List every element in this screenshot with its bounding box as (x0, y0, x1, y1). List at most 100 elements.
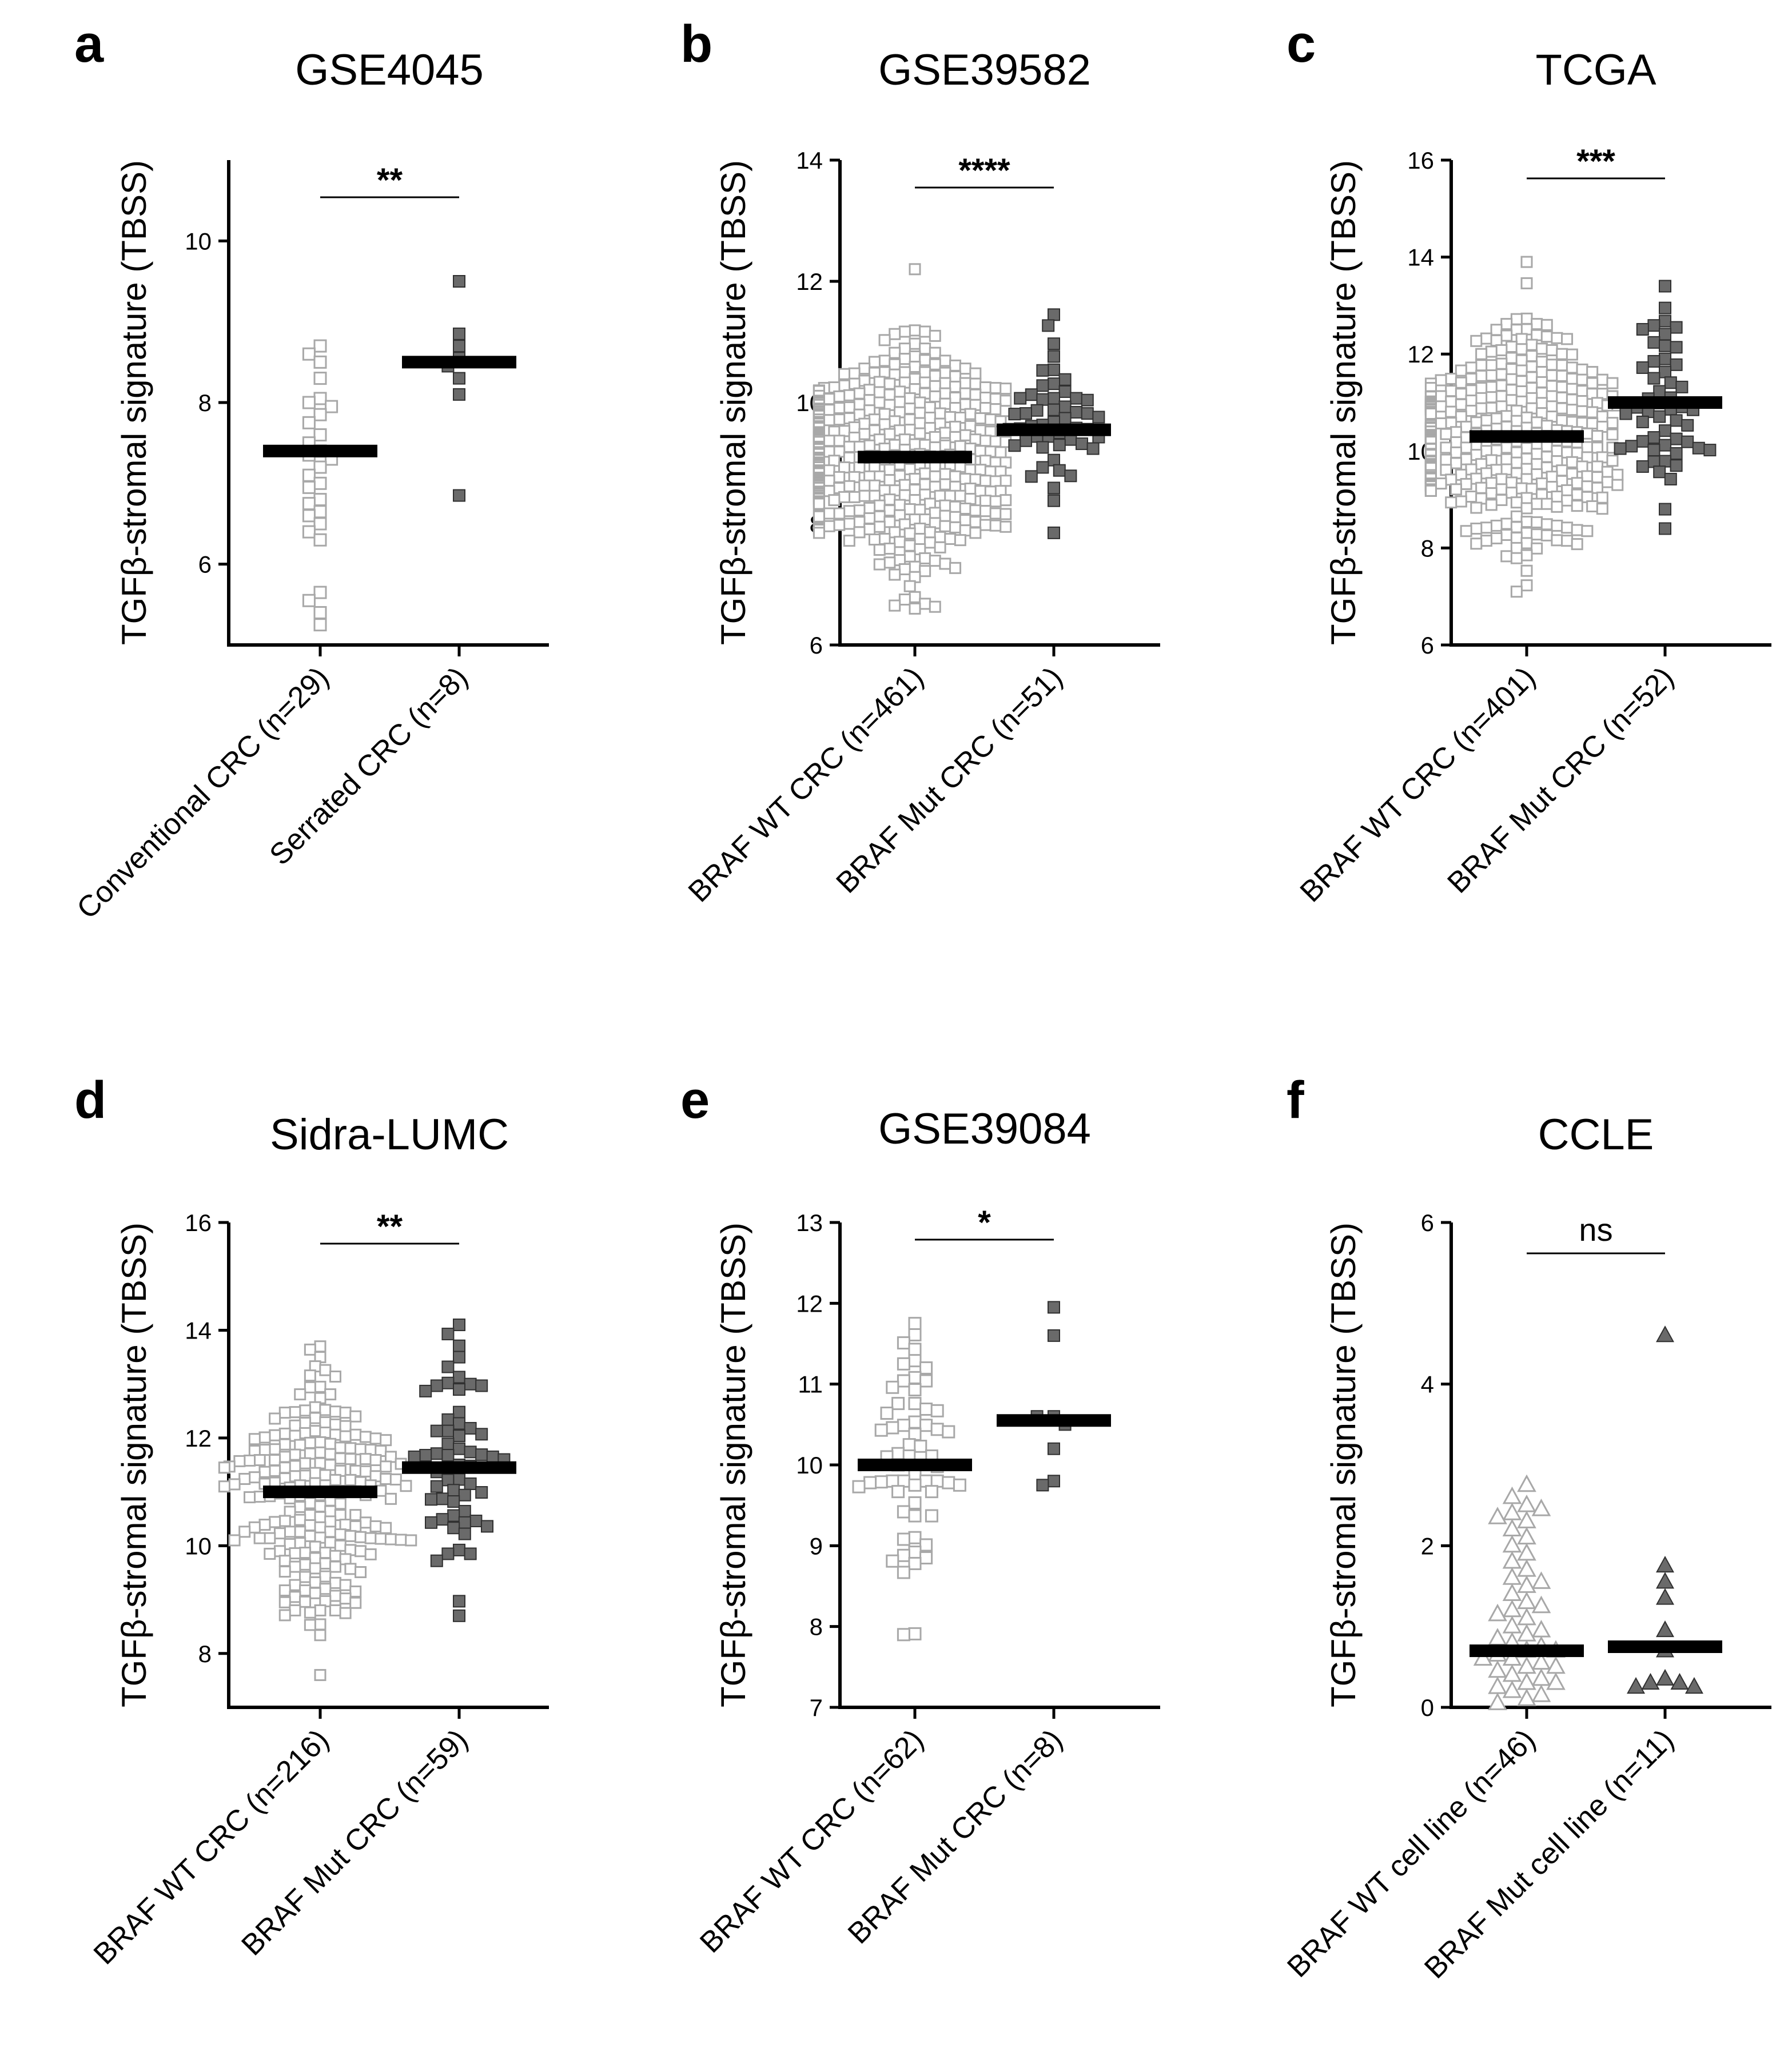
data-point (1520, 442, 1533, 455)
data-point (319, 1404, 332, 1416)
data-point (475, 1428, 488, 1441)
data-point (313, 606, 327, 619)
data-point (1591, 430, 1603, 443)
data-point (1659, 314, 1671, 328)
data-point (823, 475, 835, 487)
data-point (880, 1407, 894, 1420)
data-point (1450, 436, 1463, 449)
data-point (364, 1532, 377, 1544)
data-point (843, 535, 855, 547)
data-point (908, 1397, 922, 1411)
y-tick-label: 7 (810, 1694, 823, 1721)
data-point (334, 1441, 347, 1454)
data-point (908, 1627, 922, 1640)
data-point (1656, 1555, 1674, 1573)
data-point (1064, 469, 1077, 483)
data-point (863, 439, 876, 452)
data-point (1445, 385, 1458, 397)
data-point (873, 544, 886, 556)
panel-letter: e (680, 1071, 710, 1129)
data-point (334, 1539, 347, 1552)
panel-letter: b (680, 15, 712, 73)
data-point (1455, 411, 1467, 423)
data-point (1546, 400, 1558, 413)
data-point (302, 468, 316, 482)
data-point (898, 489, 911, 501)
data-point (1670, 1672, 1689, 1690)
data-point (979, 392, 991, 404)
data-point (873, 520, 886, 533)
data-point (228, 1534, 241, 1547)
data-point (898, 325, 911, 338)
data-point (1475, 402, 1488, 415)
data-point (1571, 524, 1583, 536)
data-point (329, 1473, 341, 1486)
x-category-label: BRAF Mut CRC (n=52) (1441, 660, 1680, 899)
data-point (919, 1419, 933, 1432)
data-point (1526, 350, 1538, 363)
data-point (929, 380, 941, 392)
data-point (891, 1485, 905, 1499)
data-point (848, 421, 861, 433)
data-point (1703, 444, 1717, 457)
data-point (1520, 564, 1533, 577)
data-point (289, 1406, 301, 1419)
data-point (313, 460, 327, 474)
data-point (1551, 534, 1563, 547)
data-point (929, 390, 941, 403)
data-point (395, 1534, 407, 1546)
data-point (897, 1374, 910, 1388)
data-point (289, 1419, 301, 1432)
data-point (894, 536, 906, 548)
data-point (475, 1379, 488, 1392)
y-tick-label: 10 (185, 228, 212, 254)
data-point (289, 1448, 301, 1461)
data-point (914, 396, 926, 409)
data-point (954, 440, 966, 452)
data-point (1546, 369, 1558, 382)
data-point (979, 435, 991, 447)
data-point (883, 504, 896, 517)
y-tick-label: 12 (796, 268, 823, 295)
data-point (944, 411, 957, 423)
data-point (419, 1449, 432, 1462)
data-point (1465, 404, 1478, 417)
data-point (1475, 348, 1488, 360)
data-point (908, 1556, 922, 1570)
data-point (1485, 499, 1498, 511)
data-point (441, 1360, 455, 1373)
data-point (903, 392, 916, 405)
data-point (1058, 385, 1072, 398)
data-point (1506, 373, 1518, 385)
data-point (284, 1526, 296, 1538)
data-point (453, 1473, 465, 1486)
data-point (453, 1351, 465, 1364)
y-tick-label: 12 (796, 1290, 823, 1317)
data-point (278, 1515, 291, 1527)
data-point (889, 358, 901, 371)
data-point (269, 1454, 281, 1467)
data-point (919, 1361, 933, 1375)
data-point (929, 329, 941, 342)
data-point (908, 1317, 922, 1331)
data-point (1551, 332, 1563, 344)
data-point (1450, 426, 1463, 439)
data-point (304, 1530, 316, 1542)
data-point (1488, 1692, 1507, 1710)
data-point (934, 541, 946, 553)
data-point (878, 355, 891, 367)
data-point (475, 1448, 488, 1461)
data-point (344, 1563, 357, 1575)
data-point (309, 1425, 321, 1437)
data-point (1581, 525, 1594, 537)
data-point (903, 403, 916, 415)
data-point (919, 366, 931, 379)
data-point (1520, 492, 1533, 504)
data-point (313, 408, 327, 421)
data-point (838, 461, 851, 473)
data-point (1670, 341, 1683, 354)
data-point (1455, 376, 1467, 389)
data-point (1470, 416, 1483, 429)
data-point (349, 1596, 362, 1609)
